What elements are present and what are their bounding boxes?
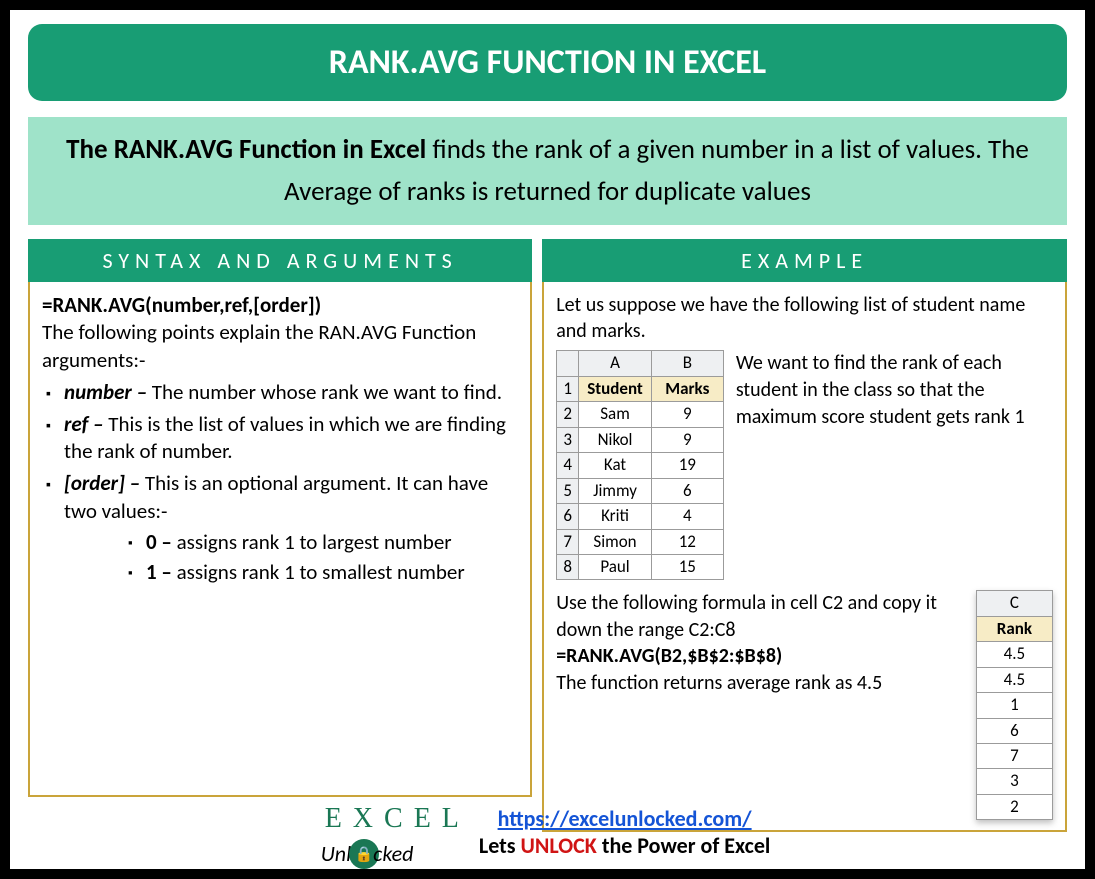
arg-name: ref – bbox=[64, 411, 104, 437]
student-table: A B 1StudentMarks 2Sam9 3Nikol9 4Kat19 5… bbox=[556, 350, 724, 580]
footer-link[interactable]: https://excelunlocked.com/ bbox=[498, 805, 752, 832]
example-side-text: We want to find the rank of each student… bbox=[736, 350, 1053, 431]
arg-item: [order] – This is an optional argument. … bbox=[42, 470, 518, 587]
infographic-frame: RANK.AVG FUNCTION IN EXCEL The RANK.AVG … bbox=[0, 0, 1095, 879]
rank-cell: 4.5 bbox=[976, 667, 1052, 692]
row-num: 3 bbox=[557, 427, 579, 452]
cell: 9 bbox=[651, 427, 723, 452]
example-row: A B 1StudentMarks 2Sam9 3Nikol9 4Kat19 5… bbox=[556, 350, 1053, 580]
syntax-formula: =RANK.AVG(number,ref,[order]) bbox=[42, 292, 518, 320]
example-bottom: Use the following formula in cell C2 and… bbox=[556, 590, 1053, 820]
syntax-header: SYNTAX AND ARGUMENTS bbox=[28, 239, 532, 282]
sub-arg-desc: assigns rank 1 to smallest number bbox=[172, 559, 465, 585]
cell: 9 bbox=[651, 402, 723, 427]
cell: 15 bbox=[651, 554, 723, 579]
arg-desc: This is the list of values in which we a… bbox=[64, 411, 506, 465]
cell: Paul bbox=[579, 554, 652, 579]
row-num: 5 bbox=[557, 478, 579, 503]
sub-arg-key: 0 – bbox=[146, 529, 172, 555]
tag-pre: Lets bbox=[479, 832, 521, 859]
eb-line2: The function returns average rank as 4.5 bbox=[556, 670, 966, 696]
syntax-column: SYNTAX AND ARGUMENTS =RANK.AVG(number,re… bbox=[28, 239, 532, 797]
cell: Student bbox=[579, 376, 652, 401]
rank-hdr: Rank bbox=[976, 616, 1052, 641]
row-num: 6 bbox=[557, 504, 579, 529]
rank-col-header: C bbox=[976, 591, 1052, 616]
cell: 12 bbox=[651, 529, 723, 554]
footer-tagline: Lets UNLOCK the Power of Excel bbox=[479, 832, 770, 859]
columns: SYNTAX AND ARGUMENTS =RANK.AVG(number,re… bbox=[28, 239, 1067, 797]
row-num: 2 bbox=[557, 402, 579, 427]
cell: 4 bbox=[651, 504, 723, 529]
example-column: EXAMPLE Let us suppose we have the follo… bbox=[542, 239, 1067, 797]
cell: 6 bbox=[651, 478, 723, 503]
page-title: RANK.AVG FUNCTION IN EXCEL bbox=[28, 24, 1067, 101]
arg-item: number – The number whose rank we want t… bbox=[42, 379, 518, 407]
example-intro: Let us suppose we have the following lis… bbox=[556, 292, 1053, 345]
tag-unlock: UNLOCK bbox=[521, 832, 597, 859]
rank-cell: 6 bbox=[976, 718, 1052, 743]
footer-right: https://excelunlocked.com/ Lets UNLOCK t… bbox=[479, 805, 770, 859]
sub-arg-item: 0 – assigns rank 1 to largest number bbox=[124, 529, 518, 557]
cell: Marks bbox=[651, 376, 723, 401]
tag-post: the Power of Excel bbox=[597, 832, 770, 859]
cell: Kriti bbox=[579, 504, 652, 529]
row-num: 1 bbox=[557, 376, 579, 401]
description-lead: The RANK.AVG Function in Excel bbox=[66, 133, 426, 166]
logo-bottom-post: cked bbox=[373, 840, 413, 867]
footer: E X C E L Unl🔒cked https://excelunlocked… bbox=[28, 803, 1067, 862]
argument-list: number – The number whose rank we want t… bbox=[42, 379, 518, 587]
example-body: Let us suppose we have the following lis… bbox=[542, 282, 1067, 833]
sub-arg-desc: assigns rank 1 to largest number bbox=[172, 529, 452, 555]
arg-name: number – bbox=[64, 379, 147, 405]
table-corner bbox=[557, 351, 579, 376]
cell: Sam bbox=[579, 402, 652, 427]
syntax-intro: The following points explain the RAN.AVG… bbox=[42, 319, 518, 374]
sub-arg-key: 1 – bbox=[146, 559, 172, 585]
arg-item: ref – This is the list of values in whic… bbox=[42, 411, 518, 466]
eb-line1: Use the following formula in cell C2 and… bbox=[556, 590, 966, 643]
cell: Nikol bbox=[579, 427, 652, 452]
row-num: 4 bbox=[557, 453, 579, 478]
syntax-body: =RANK.AVG(number,ref,[order]) The follow… bbox=[28, 282, 532, 797]
arg-desc: The number whose rank we want to find. bbox=[147, 379, 502, 405]
logo-bottom-pre: Unl bbox=[321, 840, 351, 867]
rank-cell: 1 bbox=[976, 693, 1052, 718]
rank-cell: 4.5 bbox=[976, 642, 1052, 667]
cell: Kat bbox=[579, 453, 652, 478]
col-header-a: A bbox=[579, 351, 652, 376]
sub-arg-item: 1 – assigns rank 1 to smallest number bbox=[124, 559, 518, 587]
row-num: 7 bbox=[557, 529, 579, 554]
row-num: 8 bbox=[557, 554, 579, 579]
eb-formula: =RANK.AVG(B2,$B$2:$B$8) bbox=[556, 643, 966, 669]
rank-cell: 3 bbox=[976, 769, 1052, 794]
sub-argument-list: 0 – assigns rank 1 to largest number 1 –… bbox=[124, 529, 518, 586]
arg-name: [order] – bbox=[64, 470, 140, 496]
rank-table: C Rank 4.5 4.5 1 6 7 3 2 bbox=[976, 590, 1053, 820]
cell: Jimmy bbox=[579, 478, 652, 503]
cell: Simon bbox=[579, 529, 652, 554]
rank-cell: 7 bbox=[976, 744, 1052, 769]
logo: E X C E L Unl🔒cked bbox=[325, 803, 461, 862]
logo-stack: E X C E L Unl🔒cked bbox=[325, 803, 461, 862]
description-box: The RANK.AVG Function in Excel finds the… bbox=[28, 117, 1067, 225]
example-header: EXAMPLE bbox=[542, 239, 1067, 282]
example-bottom-text: Use the following formula in cell C2 and… bbox=[556, 590, 966, 696]
col-header-b: B bbox=[651, 351, 723, 376]
cell: 19 bbox=[651, 453, 723, 478]
